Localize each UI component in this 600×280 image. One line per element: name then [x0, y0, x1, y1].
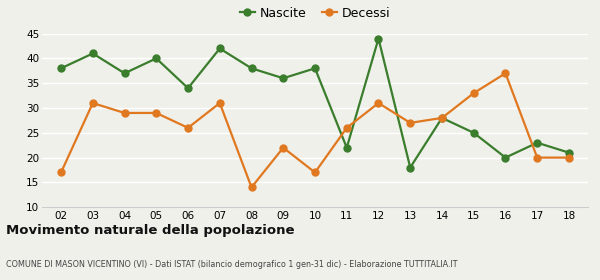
Legend: Nascite, Decessi: Nascite, Decessi — [235, 2, 395, 25]
Text: COMUNE DI MASON VICENTINO (VI) - Dati ISTAT (bilancio demografico 1 gen-31 dic) : COMUNE DI MASON VICENTINO (VI) - Dati IS… — [6, 260, 458, 269]
Text: Movimento naturale della popolazione: Movimento naturale della popolazione — [6, 224, 295, 237]
